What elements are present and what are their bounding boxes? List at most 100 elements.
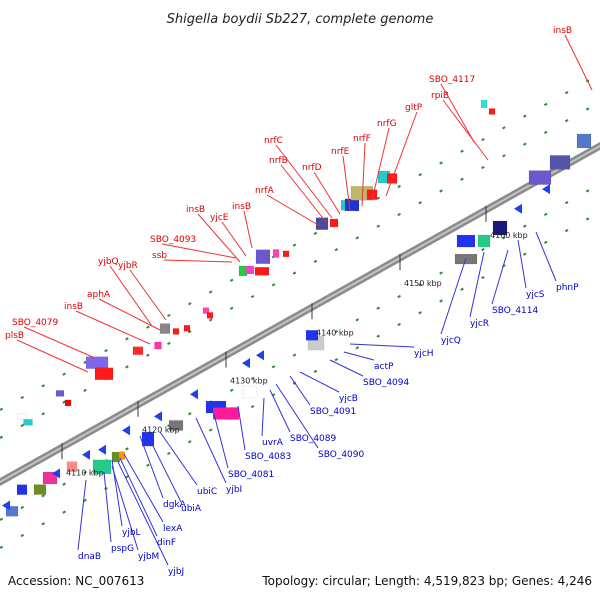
gene-label-lower-8: ubiA	[181, 504, 202, 514]
lower-leader-0	[77, 479, 87, 551]
gene-label-lower-18: SBO_4094	[363, 378, 409, 388]
upper-leader-6	[163, 259, 233, 263]
gene-arrow-9	[514, 203, 522, 214]
gene-label-lower-1: pspG	[111, 544, 134, 554]
gene-label-upper-5: yjbR	[118, 261, 138, 271]
tick-label-3: 4140 kbp	[316, 328, 354, 337]
gene-block-9	[172, 328, 180, 335]
lower-leader-22	[469, 251, 485, 318]
kbp-ticks: 4110 kbp 4120 kbp 4130 kbp 4140 kbp 4150 kbp…	[61, 205, 528, 477]
gene-label-lower-17: yjcB	[339, 394, 358, 404]
lower-leader-14	[269, 389, 291, 433]
gene-label-upper-9: insB	[232, 202, 251, 212]
lower-leader-16	[289, 375, 311, 406]
upper-leader-13	[275, 144, 333, 219]
gene-label-lower-19: actP	[374, 362, 394, 372]
gene-arrow-1	[52, 468, 60, 479]
upper-leader-20	[440, 83, 475, 143]
tick-label-4: 4150 kbp	[404, 279, 442, 288]
lower-leader-10	[195, 417, 227, 484]
gene-block-29	[5, 506, 19, 517]
gene-block-45	[477, 234, 491, 248]
upper-leader-10	[197, 213, 241, 263]
lower-leader-19	[343, 351, 375, 361]
gene-label-upper-7: SBO_4093	[150, 235, 196, 245]
lower-leader-6	[111, 459, 123, 527]
gene-block-10	[183, 325, 191, 332]
gene-label-lower-2: yjbM	[138, 552, 159, 562]
gene-block-40	[212, 407, 240, 420]
guide-line-3	[0, 211, 600, 549]
gene-block-33	[66, 461, 78, 472]
tick-label-1: 4120 kbp	[142, 426, 180, 435]
gene-block-12	[206, 312, 214, 319]
gene-label-upper-19: rpiB	[431, 91, 449, 101]
lower-leader-1	[103, 471, 112, 543]
gene-label-lower-23: SBO_4114	[492, 306, 538, 316]
upper-leader-12	[280, 164, 327, 223]
gene-label-upper-0: plsB	[5, 331, 24, 341]
upper-leader-18	[385, 111, 418, 197]
gene-label-lower-11: SBO_4081	[228, 470, 274, 480]
upper-leader-14	[313, 171, 341, 215]
gene-block-17	[272, 249, 280, 258]
lower-leader-4	[119, 457, 158, 537]
gene-block-8	[154, 341, 162, 350]
gene-arrow-8	[256, 350, 264, 361]
lower-leader-7	[139, 435, 164, 499]
gene-label-lower-15: SBO_4090	[318, 450, 364, 460]
gene-block-4	[85, 356, 109, 369]
upper-leader-5	[129, 269, 167, 321]
upper-leader-3	[98, 298, 161, 331]
gene-block-38	[168, 420, 184, 431]
gene-label-upper-8: yjcE	[210, 213, 229, 223]
gene-label-upper-12: nrfB	[269, 156, 288, 166]
gene-block-2	[55, 390, 65, 397]
gene-label-upper-1: SBO_4079	[12, 318, 58, 328]
gene-arrow-10	[542, 184, 550, 195]
guide-line-1	[0, 101, 600, 439]
gene-block-22	[344, 198, 360, 212]
upper-leader-16	[361, 142, 366, 207]
gene-block-50	[576, 133, 592, 149]
gene-label-upper-11: nrfA	[255, 186, 275, 196]
gene-label-lower-21: yjcQ	[441, 336, 461, 346]
accession-text: Accession: NC_007613	[8, 574, 144, 588]
gene-label-upper-21: insB	[553, 26, 572, 36]
gene-block-34	[92, 459, 112, 475]
upper-leader-21	[564, 34, 593, 91]
gene-block-30	[16, 484, 28, 495]
upper-leader-1	[23, 326, 96, 359]
gene-block-11	[202, 307, 210, 314]
lower-leader-13	[261, 397, 265, 437]
gene-block-16	[254, 267, 270, 276]
gene-label-lower-13: uvrA	[262, 438, 284, 448]
lower-leader-5	[123, 453, 164, 523]
gene-label-upper-13: nrfC	[264, 136, 283, 146]
lower-leader-11	[213, 413, 229, 469]
tick-label-0: 4110 kbp	[66, 468, 104, 477]
gene-label-upper-17: nrfG	[377, 119, 397, 129]
gene-arrow-5	[154, 411, 162, 422]
gene-block-5	[94, 367, 114, 381]
upper-leader-11	[266, 194, 321, 227]
gene-label-upper-14: nrfD	[302, 163, 322, 173]
genome-stats-text: Topology: circular; Length: 4,519,823 bp…	[261, 574, 592, 588]
lower-leader-2	[111, 465, 139, 551]
gene-label-upper-4: yjbQ	[98, 257, 119, 267]
gene-block-14	[245, 265, 255, 275]
gene-label-upper-16: nrfF	[353, 134, 371, 144]
genome-backbone	[0, 142, 600, 486]
gene-block-6	[132, 346, 144, 355]
gene-label-lower-25: phnP	[556, 283, 579, 293]
upper-leader-7	[161, 243, 237, 259]
gene-label-lower-12: SBO_4083	[245, 452, 291, 462]
gene-block-32	[42, 471, 58, 485]
gene-block-1	[23, 419, 33, 426]
gene-label-lower-22: yjcR	[470, 319, 489, 329]
lower-leader-24	[517, 239, 527, 289]
gene-block-7	[159, 323, 171, 334]
gene-label-lower-5: lexA	[163, 524, 183, 534]
